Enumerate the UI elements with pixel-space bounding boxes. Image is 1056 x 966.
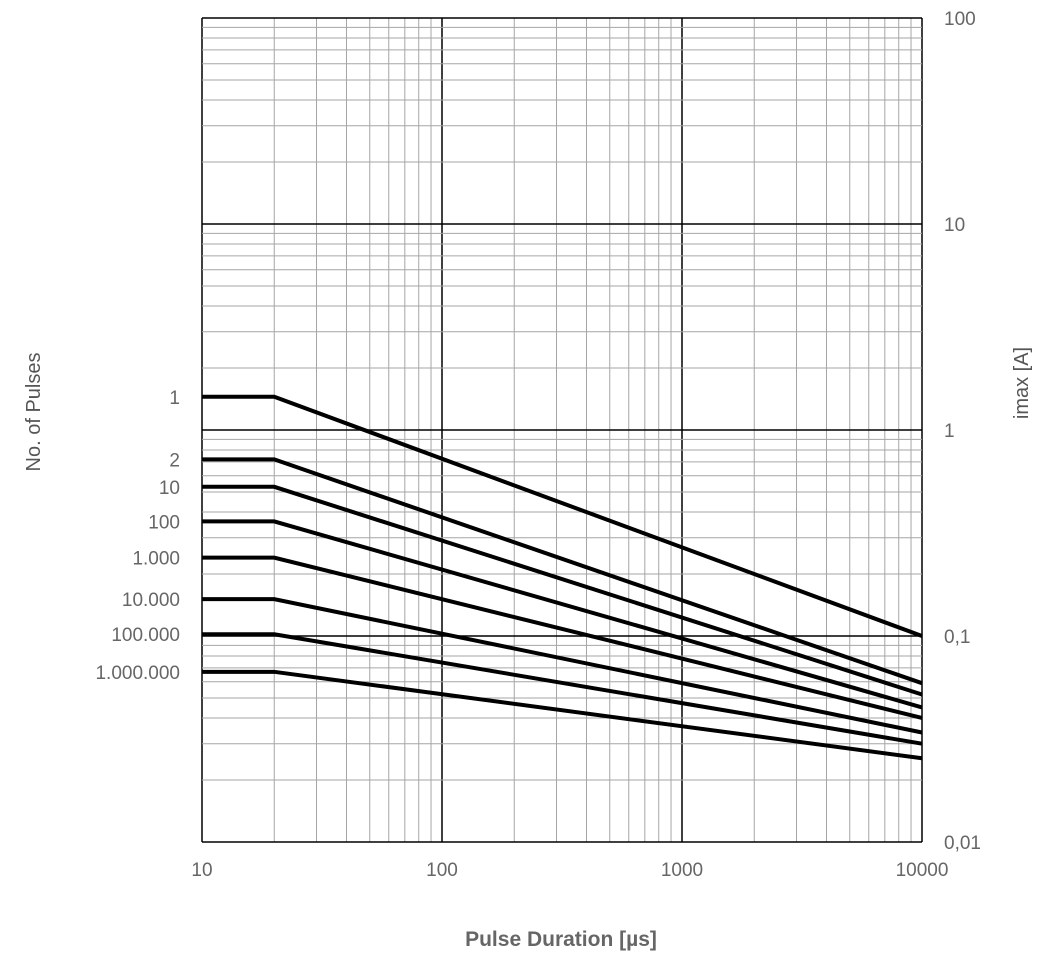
series-label: 100 [148, 512, 180, 533]
series-label: 10.000 [122, 590, 180, 611]
series-labels: 1 2 10 100 1.000 10.000 100.000 1.000.000 [95, 388, 180, 684]
series-line [202, 394, 923, 638]
y-tick-label: 0,1 [944, 627, 970, 648]
series-line [202, 457, 923, 686]
x-tick-label: 100 [426, 860, 458, 881]
series-line [202, 519, 923, 710]
y-tick-label: 0,01 [944, 833, 981, 854]
series-label: 100.000 [111, 625, 180, 646]
series-label: 1.000 [132, 549, 180, 570]
series-label: 2 [169, 450, 180, 471]
series-label: 1 [169, 388, 180, 409]
x-tick-label: 10 [191, 860, 212, 881]
series-label: 10 [159, 478, 180, 499]
series-line [202, 669, 923, 761]
y-tick-label: 10 [944, 215, 965, 236]
y-axis-right-title: imax [A] [1011, 347, 1033, 419]
x-tick-label: 1000 [661, 860, 703, 881]
y-axis-left-title: No. of Pulses [23, 353, 45, 472]
series-lines [202, 394, 923, 761]
y-tick-label: 100 [944, 9, 976, 30]
series-line [202, 555, 923, 720]
series-label: 1.000.000 [95, 663, 180, 684]
y-tick-label: 1 [944, 421, 955, 442]
series-line [202, 632, 923, 746]
tick-labels: 10 100 1000 10000 0,01 0,1 1 10 100 [191, 9, 981, 881]
series-line [202, 597, 923, 735]
x-tick-label: 10000 [896, 860, 949, 881]
x-axis-title: Pulse Duration [µs] [465, 928, 657, 951]
series-line [202, 484, 923, 697]
